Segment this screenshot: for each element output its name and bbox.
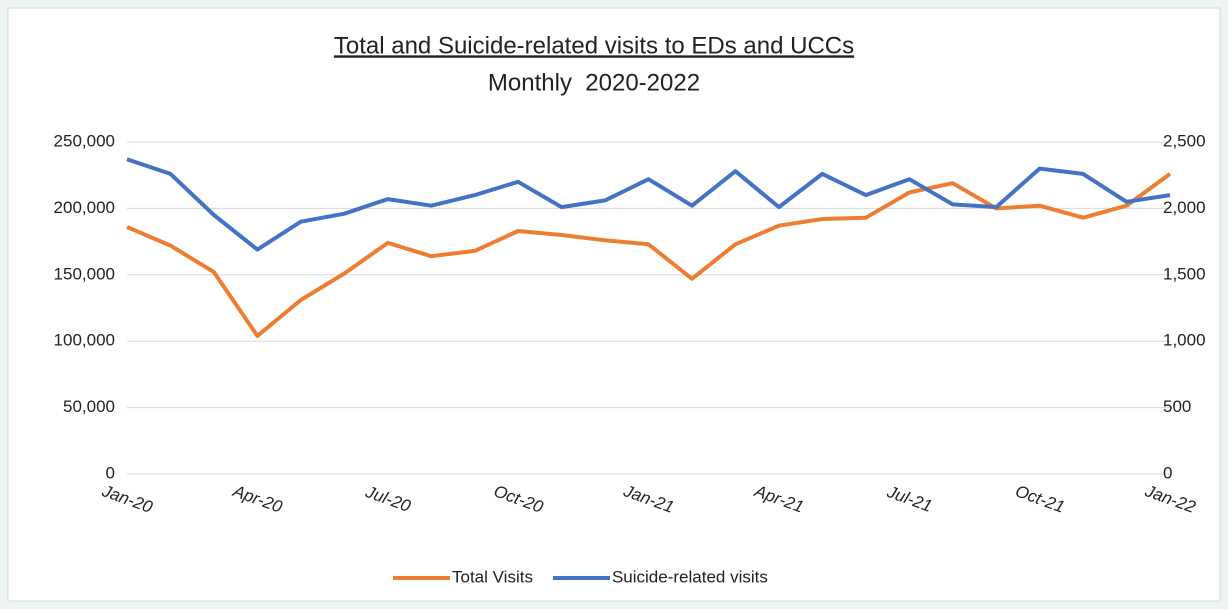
y2-tick-label: 1,500 — [1163, 264, 1206, 283]
y-tick-label: 250,000 — [54, 131, 115, 150]
y2-tick-label: 1,000 — [1163, 331, 1206, 350]
y2-tick-label: 0 — [1163, 463, 1172, 482]
legend-label: Total Visits — [452, 567, 533, 586]
y2-tick-label: 500 — [1163, 397, 1191, 416]
y-tick-label: 0 — [106, 463, 115, 482]
legend-label: Suicide-related visits — [612, 567, 768, 586]
y2-tick-label: 2,500 — [1163, 131, 1206, 150]
chart-area — [7, 7, 1221, 602]
y2-tick-label: 2,000 — [1163, 198, 1206, 217]
y-tick-label: 50,000 — [63, 397, 115, 416]
chart-subtitle: Monthly 2020-2022 — [488, 69, 700, 96]
y-tick-label: 150,000 — [54, 264, 115, 283]
y-tick-label: 100,000 — [54, 331, 115, 350]
y-tick-label: 200,000 — [54, 198, 115, 217]
series-line — [126, 157, 1171, 252]
chart-title: Total and Suicide-related visits to EDs … — [334, 32, 854, 59]
